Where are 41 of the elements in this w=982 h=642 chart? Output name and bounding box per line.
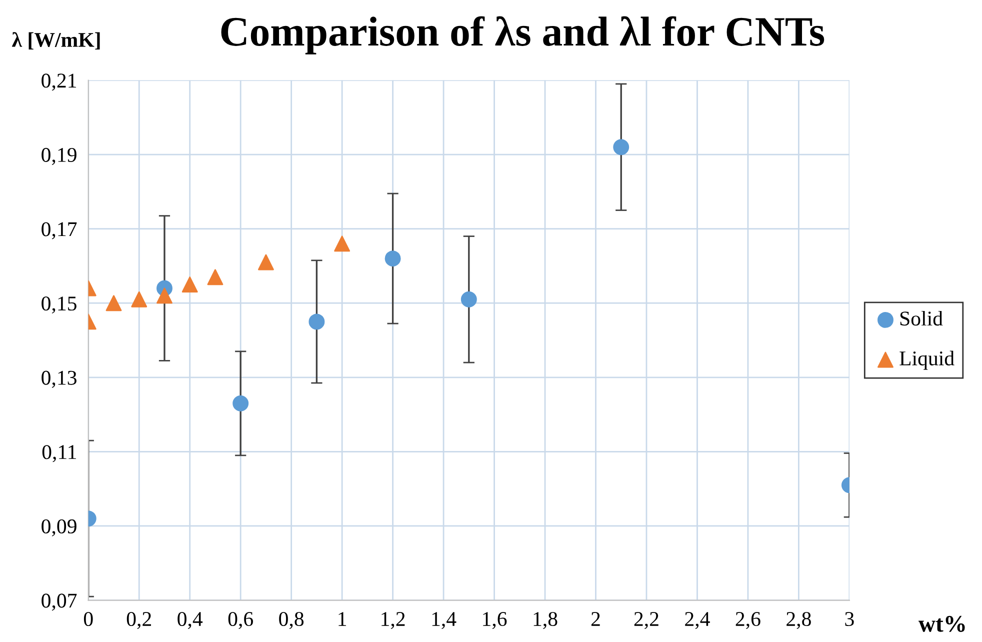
point [334, 236, 350, 252]
y-tick-label: 0,21 [42, 74, 76, 91]
y-tick-label: 0,07 [42, 594, 77, 611]
y-tick-label: 0,15 [42, 296, 76, 314]
x-tick-label: 2 [591, 612, 600, 626]
x-tick-label: 0,6 [228, 612, 253, 630]
point [232, 395, 249, 412]
x-axis-title: wt% [918, 616, 965, 632]
legend-label: Solid [900, 310, 943, 326]
x-tick-label: 0,2 [126, 612, 151, 630]
point [613, 139, 630, 156]
point [207, 269, 224, 286]
y-tick-label: 0,11 [42, 445, 76, 462]
x-tick-label: 3 [845, 612, 854, 626]
point [308, 314, 325, 330]
x-tick-label: 2,2 [634, 612, 658, 630]
x-tick-label: 0 [84, 612, 93, 626]
point [182, 276, 198, 293]
y-tick-label: 0,19 [42, 148, 76, 165]
x-tick-label: 2,4 [685, 612, 710, 630]
legend-label: Liquid [900, 350, 954, 370]
x-tick-label: 2,6 [736, 612, 760, 630]
point [384, 250, 401, 267]
chart-title: Comparison of λs and λl for CNTs [221, 16, 824, 54]
y-tick-label: 0,13 [42, 370, 76, 388]
point [258, 254, 274, 270]
point [156, 288, 172, 304]
y-axis-title: λ [W/mK] [12, 32, 100, 50]
x-tick-label: 1,6 [483, 612, 507, 630]
x-tick-label: 0,8 [279, 612, 304, 630]
point [106, 295, 122, 312]
x-tick-label: 2,8 [786, 612, 811, 630]
y-tick-label: 0,09 [42, 519, 76, 536]
x-tick-label: 1 [338, 612, 346, 626]
point [131, 291, 148, 308]
x-tick-label: 1,2 [382, 612, 405, 630]
x-tick-label: 0,4 [178, 612, 203, 630]
point [460, 291, 477, 308]
x-tick-label: 1,8 [534, 612, 558, 630]
x-tick-label: 1,4 [432, 612, 456, 630]
y-tick-label: 0,17 [42, 222, 77, 240]
